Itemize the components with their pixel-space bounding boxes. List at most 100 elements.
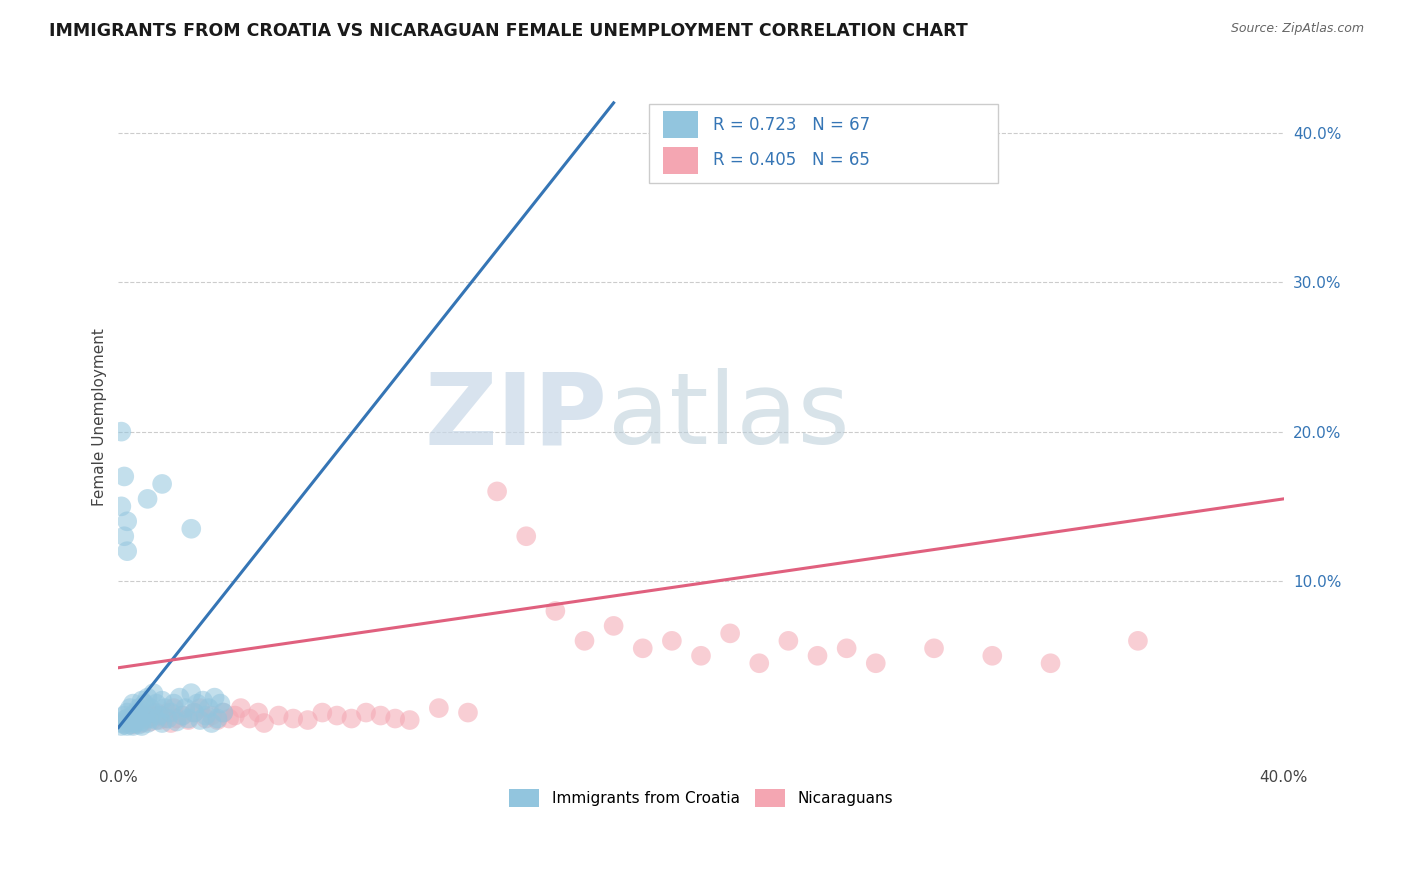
Point xyxy=(148,708,170,723)
Point xyxy=(340,712,363,726)
Point xyxy=(212,706,235,720)
Point xyxy=(112,708,135,723)
Point xyxy=(120,714,142,729)
Point xyxy=(486,484,509,499)
Point xyxy=(136,712,159,726)
Bar xyxy=(662,146,697,174)
Point xyxy=(177,713,200,727)
Point xyxy=(835,641,858,656)
Point xyxy=(690,648,713,663)
Point xyxy=(156,706,179,720)
Point xyxy=(163,697,186,711)
Text: R = 0.405   N = 65: R = 0.405 N = 65 xyxy=(713,152,869,169)
Point xyxy=(115,712,138,726)
Point xyxy=(136,701,159,715)
Point xyxy=(631,641,654,656)
Point xyxy=(134,708,156,723)
Point xyxy=(110,716,132,731)
Point xyxy=(128,712,150,726)
Point xyxy=(207,712,229,726)
Point xyxy=(131,714,153,729)
Point xyxy=(238,712,260,726)
Point xyxy=(115,712,138,726)
Point xyxy=(166,712,188,726)
Point xyxy=(212,706,235,720)
Point xyxy=(156,712,179,726)
Point xyxy=(110,500,132,514)
Point xyxy=(209,697,232,711)
Point xyxy=(142,706,165,720)
Point xyxy=(197,701,219,715)
Point xyxy=(188,713,211,727)
Point xyxy=(145,713,167,727)
Y-axis label: Female Unemployment: Female Unemployment xyxy=(93,327,107,506)
Point xyxy=(112,716,135,731)
Legend: Immigrants from Croatia, Nicaraguans: Immigrants from Croatia, Nicaraguans xyxy=(501,781,901,814)
Point xyxy=(194,708,217,723)
Point xyxy=(134,697,156,711)
Point xyxy=(201,708,224,723)
Point xyxy=(183,706,205,720)
Point xyxy=(122,708,145,723)
Point xyxy=(145,697,167,711)
Point xyxy=(806,648,828,663)
Point xyxy=(865,657,887,671)
Point xyxy=(267,708,290,723)
Point xyxy=(136,716,159,731)
Point xyxy=(150,477,173,491)
Point xyxy=(515,529,537,543)
Point xyxy=(981,648,1004,663)
Point xyxy=(122,719,145,733)
Point xyxy=(177,712,200,726)
Point xyxy=(574,633,596,648)
Point xyxy=(125,713,148,727)
Point xyxy=(204,690,226,705)
Point xyxy=(661,633,683,648)
Point xyxy=(112,469,135,483)
Point xyxy=(183,706,205,720)
Point xyxy=(922,641,945,656)
Text: Source: ZipAtlas.com: Source: ZipAtlas.com xyxy=(1230,22,1364,36)
Point xyxy=(150,693,173,707)
Point xyxy=(398,713,420,727)
Point xyxy=(194,712,217,726)
Point xyxy=(186,697,208,711)
Point xyxy=(172,708,194,723)
Point xyxy=(180,522,202,536)
Point xyxy=(384,712,406,726)
Point xyxy=(112,717,135,731)
Point xyxy=(148,713,170,727)
Point xyxy=(253,716,276,731)
Point xyxy=(145,706,167,720)
Point xyxy=(160,706,183,720)
Point xyxy=(166,714,188,729)
Point xyxy=(354,706,377,720)
Point xyxy=(718,626,741,640)
Point xyxy=(139,712,162,726)
Point xyxy=(1039,657,1062,671)
Point xyxy=(125,713,148,727)
Point xyxy=(169,690,191,705)
Point xyxy=(191,693,214,707)
Point xyxy=(153,701,176,715)
Point xyxy=(224,708,246,723)
Point xyxy=(748,657,770,671)
Point xyxy=(120,714,142,729)
Text: atlas: atlas xyxy=(607,368,849,466)
Point xyxy=(110,425,132,439)
Point xyxy=(131,716,153,731)
Point xyxy=(136,690,159,705)
Point xyxy=(122,717,145,731)
Point xyxy=(120,701,142,715)
Point xyxy=(326,708,349,723)
Point xyxy=(122,708,145,723)
Point xyxy=(218,712,240,726)
Point xyxy=(125,706,148,720)
Point xyxy=(122,716,145,731)
Point xyxy=(172,708,194,723)
Point xyxy=(180,686,202,700)
Point xyxy=(131,693,153,707)
Point xyxy=(778,633,800,648)
Point xyxy=(602,619,624,633)
Point xyxy=(297,713,319,727)
